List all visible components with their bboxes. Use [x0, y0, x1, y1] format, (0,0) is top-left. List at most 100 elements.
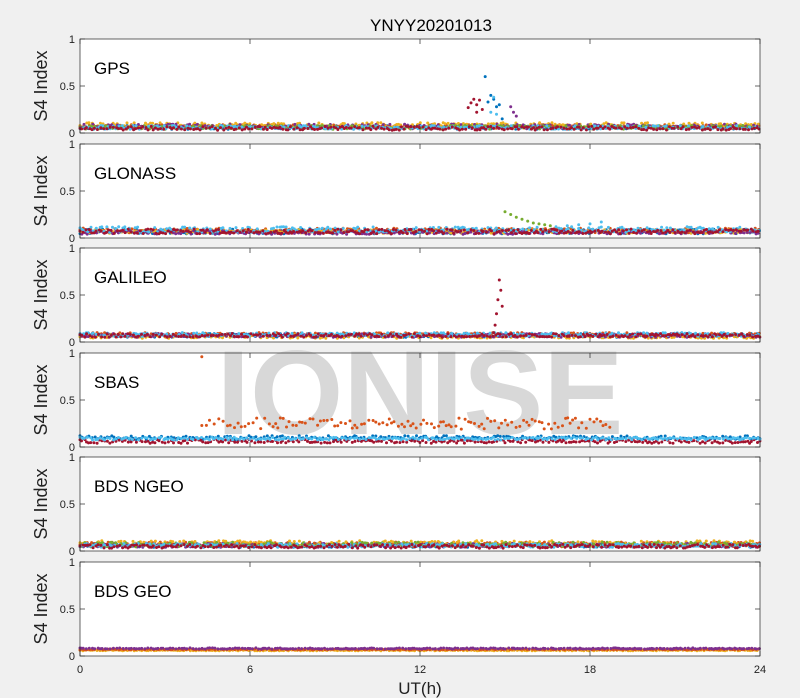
- data-point: [116, 333, 120, 336]
- data-point: [126, 227, 130, 231]
- data-point: [320, 126, 324, 130]
- data-point: [608, 127, 612, 131]
- data-point: [136, 123, 140, 126]
- data-point: [492, 126, 496, 130]
- data-point: [559, 227, 563, 231]
- data-point: [81, 230, 85, 234]
- data-point: [590, 124, 594, 128]
- data-point: [581, 232, 585, 235]
- data-point: [360, 124, 364, 128]
- data-point: [531, 221, 535, 225]
- data-point: [735, 124, 739, 128]
- figure-title: YNYY20201013: [370, 16, 492, 35]
- data-point: [545, 128, 549, 132]
- data-point: [608, 232, 612, 236]
- data-point: [637, 229, 641, 233]
- data-point: [105, 332, 109, 336]
- data-point: [123, 334, 127, 338]
- data-point: [752, 126, 756, 130]
- data-point: [164, 232, 168, 236]
- data-point: [467, 125, 471, 129]
- data-point: [364, 126, 368, 130]
- data-point: [444, 127, 448, 131]
- data-point: [579, 128, 583, 132]
- data-point: [627, 231, 631, 235]
- data-point: [729, 127, 732, 131]
- data-point: [264, 232, 268, 236]
- data-point: [680, 230, 684, 234]
- data-point: [99, 126, 103, 130]
- data-point: [593, 229, 597, 233]
- data-point: [129, 125, 133, 129]
- data-point: [724, 228, 728, 232]
- data-point: [545, 124, 549, 128]
- data-point: [635, 231, 638, 235]
- data-point: [94, 229, 98, 233]
- data-point: [688, 228, 692, 232]
- data-point: [397, 128, 401, 132]
- data-point: [83, 335, 87, 339]
- data-point: [97, 333, 100, 336]
- data-point: [660, 225, 664, 229]
- data-point: [136, 126, 140, 130]
- data-point: [434, 231, 438, 235]
- data-point: [265, 128, 269, 131]
- data-point: [540, 125, 544, 129]
- data-point: [409, 125, 413, 129]
- data-point: [484, 127, 488, 131]
- data-point: [481, 230, 485, 233]
- data-point: [689, 225, 693, 229]
- data-point: [244, 230, 248, 234]
- data-point: [555, 228, 559, 232]
- data-point: [125, 121, 129, 125]
- data-point: [622, 121, 626, 125]
- data-point: [668, 230, 672, 234]
- data-point: [456, 122, 460, 125]
- data-point: [521, 227, 525, 231]
- data-point: [172, 126, 175, 130]
- data-point: [729, 228, 733, 232]
- data-point: [658, 127, 662, 131]
- data-point: [459, 229, 463, 233]
- data-point: [318, 231, 322, 235]
- data-point: [746, 228, 750, 232]
- data-point: [107, 335, 111, 339]
- data-point: [661, 231, 665, 235]
- data-point: [214, 228, 218, 232]
- plot-area: [80, 39, 760, 133]
- data-point: [232, 231, 236, 235]
- data-point: [500, 229, 504, 232]
- data-point: [371, 225, 375, 229]
- data-point: [328, 227, 332, 231]
- data-point: [174, 334, 178, 338]
- data-point: [390, 232, 393, 236]
- data-point: [339, 228, 343, 232]
- data-point: [458, 128, 462, 132]
- data-point: [103, 335, 107, 339]
- data-point: [554, 225, 558, 229]
- data-point: [117, 225, 121, 229]
- data-point: [602, 122, 606, 126]
- data-point: [98, 121, 102, 125]
- data-point: [143, 334, 147, 337]
- data-point: [344, 126, 348, 129]
- data-point: [238, 230, 242, 234]
- data-point: [136, 334, 140, 338]
- data-point: [126, 125, 130, 129]
- data-point: [405, 232, 409, 236]
- data-point: [278, 125, 282, 129]
- system-label: GLONASS: [94, 164, 176, 183]
- data-point: [107, 228, 110, 232]
- data-point: [629, 126, 632, 130]
- data-point: [198, 128, 202, 132]
- data-point: [603, 125, 607, 129]
- data-point: [509, 124, 513, 128]
- data-point: [394, 228, 398, 232]
- data-point: [198, 335, 201, 339]
- data-point: [596, 126, 600, 130]
- data-point: [424, 128, 428, 132]
- data-point: [136, 225, 140, 229]
- data-point: [667, 125, 671, 129]
